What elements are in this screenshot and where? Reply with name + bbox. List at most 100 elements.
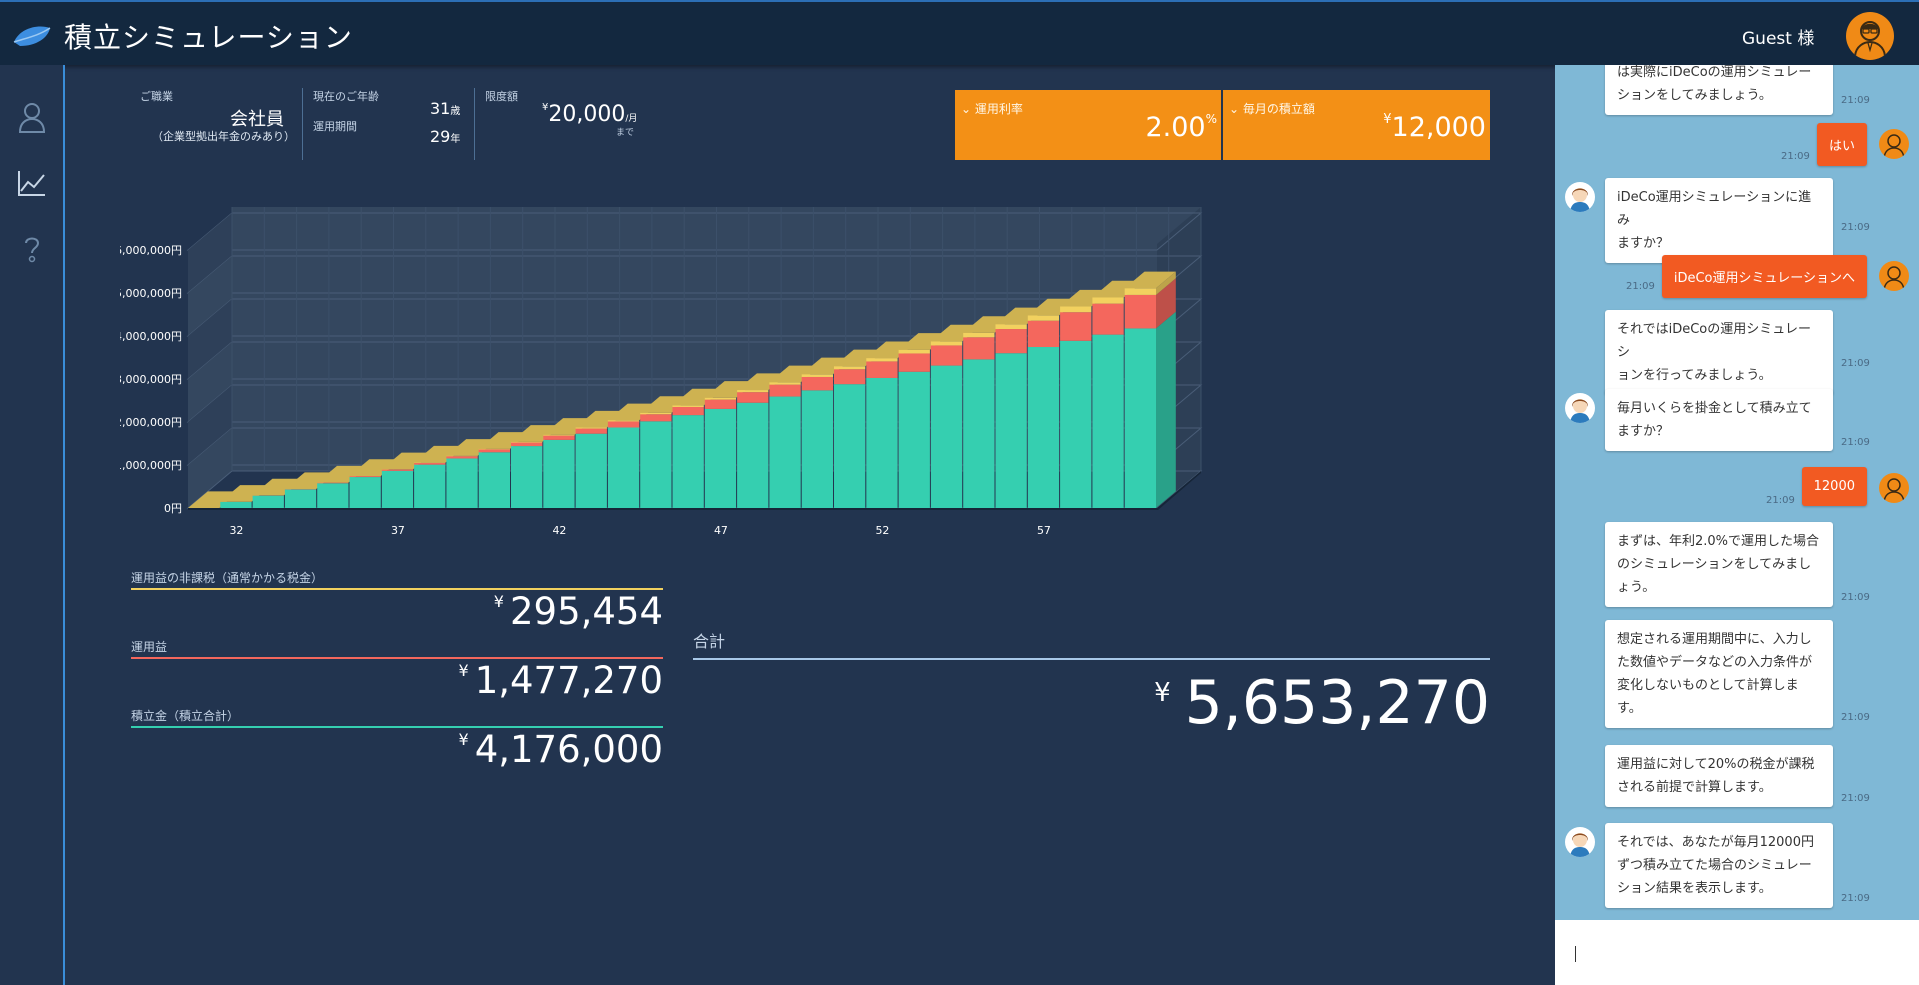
bar-top-face (252, 478, 304, 496)
limit-label: 限度額 (485, 90, 518, 103)
gain-label: 運用益 (131, 640, 168, 654)
bar-segment (930, 365, 963, 508)
bot-message: 毎月いくらを掛金として積み立て ますか？ (1605, 389, 1833, 451)
period-label: 運用期間 (313, 120, 357, 133)
bot-message: まずは、年利2.0%で運用した場合 のシミュレーションをしてみまし ょう。 (1605, 522, 1833, 607)
chart-left-wall-band (188, 213, 232, 293)
x-tick-label: 42 (552, 524, 566, 537)
bar-segment (317, 482, 349, 484)
app-title: 積立シミュレーション (64, 21, 353, 54)
bar-segment (834, 384, 866, 508)
user-message: iDeCo運用シミュレーションへ (1661, 255, 1867, 298)
bar-segment (1027, 347, 1060, 508)
bar-segment (737, 402, 769, 508)
bar-segment (866, 377, 898, 508)
message-time: 21:09 (1841, 793, 1870, 804)
bar-segment (1027, 315, 1060, 321)
user-name[interactable]: Guest 様 (1742, 29, 1815, 49)
bar-segment (414, 464, 446, 508)
chart-line-icon[interactable] (17, 167, 47, 199)
bar-segment (672, 406, 704, 416)
rate-label: ⌄ 運用利率 (961, 102, 1023, 116)
monthly-amount-selector[interactable]: ⌄ 毎月の積立額 ¥12,000 (1223, 90, 1490, 160)
chat-input[interactable] (1555, 920, 1919, 985)
chart-left-wall-band (188, 385, 232, 465)
bar-segment (866, 358, 898, 362)
bar-top-face (575, 410, 627, 428)
bar-segment (995, 353, 1027, 508)
bar-segment (737, 390, 769, 393)
x-tick-label: 32 (229, 524, 243, 537)
period-value: 29年 (430, 127, 461, 146)
help-icon[interactable] (17, 233, 47, 265)
bar-segment (478, 448, 510, 450)
bar-segment (575, 427, 607, 429)
user-avatar[interactable] (1846, 12, 1894, 60)
bar-top-face (188, 491, 240, 508)
bar-top-face (607, 403, 659, 421)
bar-top-face (284, 472, 336, 489)
y-tick-label: 6,000,000円 (120, 244, 182, 257)
bar-segment (640, 421, 672, 508)
bar-segment (898, 371, 930, 508)
text-caret (1575, 946, 1576, 962)
bar-segment (769, 396, 801, 508)
user-avatar-icon (1879, 261, 1909, 291)
limit-note: まで (616, 128, 635, 138)
bar-segment (607, 427, 640, 508)
bar-segment (995, 329, 1027, 354)
bar-top-face (349, 459, 401, 476)
bar-segment (672, 405, 704, 407)
bar-top-face (381, 452, 433, 470)
message-time: 21:09 (1841, 437, 1870, 448)
rate-selector[interactable]: ⌄ 運用利率 2.00% (955, 90, 1221, 160)
y-tick-label: 0円 (164, 502, 182, 515)
bar-segment (1060, 306, 1092, 313)
principal-label: 積立金（積立合計） (131, 709, 240, 723)
user-avatar-icon (1879, 129, 1909, 159)
monthly-label: ⌄ 毎月の積立額 (1229, 102, 1315, 116)
bar-segment (801, 376, 833, 391)
tax-free-line (131, 588, 663, 590)
chevron-down-icon: ⌄ (1229, 102, 1240, 116)
bar-segment (543, 435, 575, 440)
bar-segment (317, 483, 349, 508)
age-label: 現在のご年齢 (313, 90, 379, 103)
bot-message: iDeCo運用シミュレーションに進み ますか？ (1605, 178, 1833, 263)
bar-segment (381, 469, 414, 471)
y-tick-label: 2,000,000円 (120, 416, 182, 429)
bot-avatar-icon (1565, 393, 1595, 423)
bar-segment (866, 361, 898, 378)
bar-segment (607, 420, 640, 422)
user-icon[interactable] (17, 101, 47, 133)
bar-segment (963, 337, 995, 360)
bar-segment (769, 384, 801, 397)
bar-segment (446, 456, 478, 459)
bar-segment (284, 489, 317, 508)
bar-segment (898, 353, 930, 372)
bar-segment (930, 345, 963, 366)
x-tick-label: 47 (714, 524, 728, 537)
bar-top-face (478, 432, 530, 449)
user-message: 12000 (1801, 467, 1867, 506)
bot-avatar-icon (1565, 827, 1595, 857)
message-time: 21:09 (1841, 712, 1870, 723)
bar-top-face (543, 418, 595, 435)
occupation-note: （企業型拠出年金のみあり） (152, 130, 295, 143)
bar-segment (1060, 312, 1092, 341)
bar-segment (1124, 294, 1156, 329)
tax-free-label: 運用益の非課税（通常かかる税金） (131, 571, 324, 585)
bot-message: それでは、あなたが毎月12000円 ずつ積み立てた場合のシミュレー ション結果を… (1605, 823, 1833, 908)
chat-panel[interactable]: は実際にiDeCoの運用シミュレー ションをしてみましょう。 21:09 はい 21:… (1555, 65, 1919, 920)
divider (302, 88, 303, 160)
rate-value: 2.00% (1145, 112, 1217, 143)
bar-segment (220, 501, 252, 508)
bar-segment (672, 415, 704, 508)
bar-top-face (446, 439, 498, 456)
bar-segment (478, 449, 510, 453)
bar-segment (511, 446, 543, 508)
bar-segment (963, 359, 995, 508)
bar-segment (349, 477, 381, 508)
bar-segment (704, 397, 737, 400)
bar-segment (381, 470, 414, 508)
